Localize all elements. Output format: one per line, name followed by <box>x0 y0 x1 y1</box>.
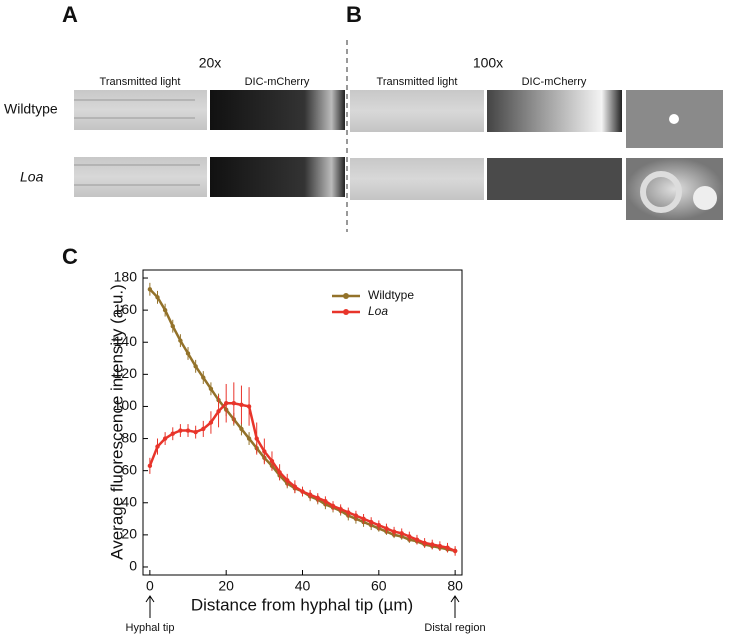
x-tick-label: 0 <box>146 578 154 594</box>
marker <box>162 307 168 313</box>
marker <box>430 542 435 547</box>
x-tick-label: 60 <box>371 578 387 594</box>
marker <box>246 436 252 441</box>
marker <box>384 526 389 531</box>
marker <box>201 375 206 380</box>
marker <box>155 444 160 449</box>
column-label: Transmitted light <box>100 76 181 88</box>
marker <box>239 426 244 432</box>
line <box>148 288 456 553</box>
marker <box>193 364 198 369</box>
x-axis-label: Distance from hyphal tip (µm) <box>191 595 413 614</box>
marker <box>208 386 214 391</box>
y-tick-label: 20 <box>121 526 137 542</box>
marker <box>368 519 374 525</box>
marker <box>391 529 397 534</box>
marker <box>307 492 313 497</box>
annotation: Hyphal tip <box>126 622 175 634</box>
marker <box>239 402 244 408</box>
row-label: Wildtype <box>4 101 58 117</box>
marker <box>399 531 404 536</box>
marker <box>300 489 305 494</box>
marker <box>437 543 443 549</box>
marker <box>208 420 214 425</box>
magnification: 20x <box>199 55 222 71</box>
marker <box>338 506 343 512</box>
marker <box>422 540 427 546</box>
legend-label: Wildtype <box>368 288 414 302</box>
row-label: Loa <box>20 169 44 185</box>
marker <box>285 478 290 483</box>
marker <box>277 470 282 475</box>
y-tick-label: 160 <box>114 301 138 317</box>
marker <box>376 523 382 528</box>
marker <box>269 458 275 464</box>
x-tick-label: 20 <box>218 578 234 594</box>
marker <box>292 484 298 489</box>
y-tick-label: 100 <box>114 397 138 413</box>
marker <box>193 429 198 435</box>
y-tick-label: 180 <box>114 269 138 285</box>
marker <box>223 401 229 406</box>
marker <box>155 295 160 300</box>
y-tick-label: 0 <box>129 558 137 574</box>
marker <box>353 513 359 518</box>
marker <box>178 428 183 433</box>
marker <box>323 498 328 504</box>
y-tick-label: 120 <box>114 365 138 381</box>
marker <box>185 428 191 433</box>
marker <box>414 537 420 542</box>
x-tick-label: 40 <box>295 578 311 594</box>
marker <box>170 323 175 329</box>
legend-label: Loa <box>368 304 388 318</box>
x-tick-label: 80 <box>447 578 463 594</box>
micrographs <box>74 90 723 220</box>
y-tick-label: 80 <box>121 429 137 445</box>
y-tick-label: 40 <box>121 493 137 509</box>
marker <box>346 510 351 515</box>
panel-label: B <box>346 2 362 27</box>
column-label: DIC-mCherry <box>245 76 310 88</box>
y-tick-label: 60 <box>121 461 137 477</box>
plot-frame <box>142 269 463 576</box>
marker <box>147 463 153 469</box>
marker <box>185 351 191 356</box>
line <box>148 401 456 553</box>
marker <box>170 431 175 436</box>
marker <box>231 401 237 406</box>
legend-marker <box>343 309 349 315</box>
panel-label: C <box>62 244 78 269</box>
column-label: Transmitted light <box>377 76 458 88</box>
marker <box>445 545 450 550</box>
y-axis-label: Average fluorescence intensity (a.u.) <box>107 284 126 560</box>
marker <box>330 503 336 509</box>
panel-label: A <box>62 2 78 27</box>
marker <box>246 404 252 409</box>
magnification: 100x <box>473 55 503 71</box>
marker <box>162 436 168 441</box>
chart: Average fluorescence intensity (a.u.) Di… <box>107 269 486 634</box>
marker <box>407 534 412 539</box>
y-tick-label: 140 <box>114 333 138 349</box>
marker <box>452 548 458 554</box>
annotation-arrow <box>145 595 460 618</box>
marker <box>147 287 153 292</box>
marker <box>254 436 259 441</box>
marker <box>216 409 221 414</box>
marker <box>361 516 366 522</box>
marker <box>315 495 320 501</box>
annotation: Distal region <box>424 622 485 634</box>
marker <box>201 426 206 432</box>
column-label: DIC-mCherry <box>522 76 587 88</box>
marker <box>262 449 267 454</box>
marker <box>178 338 183 343</box>
legend-marker <box>343 293 349 299</box>
